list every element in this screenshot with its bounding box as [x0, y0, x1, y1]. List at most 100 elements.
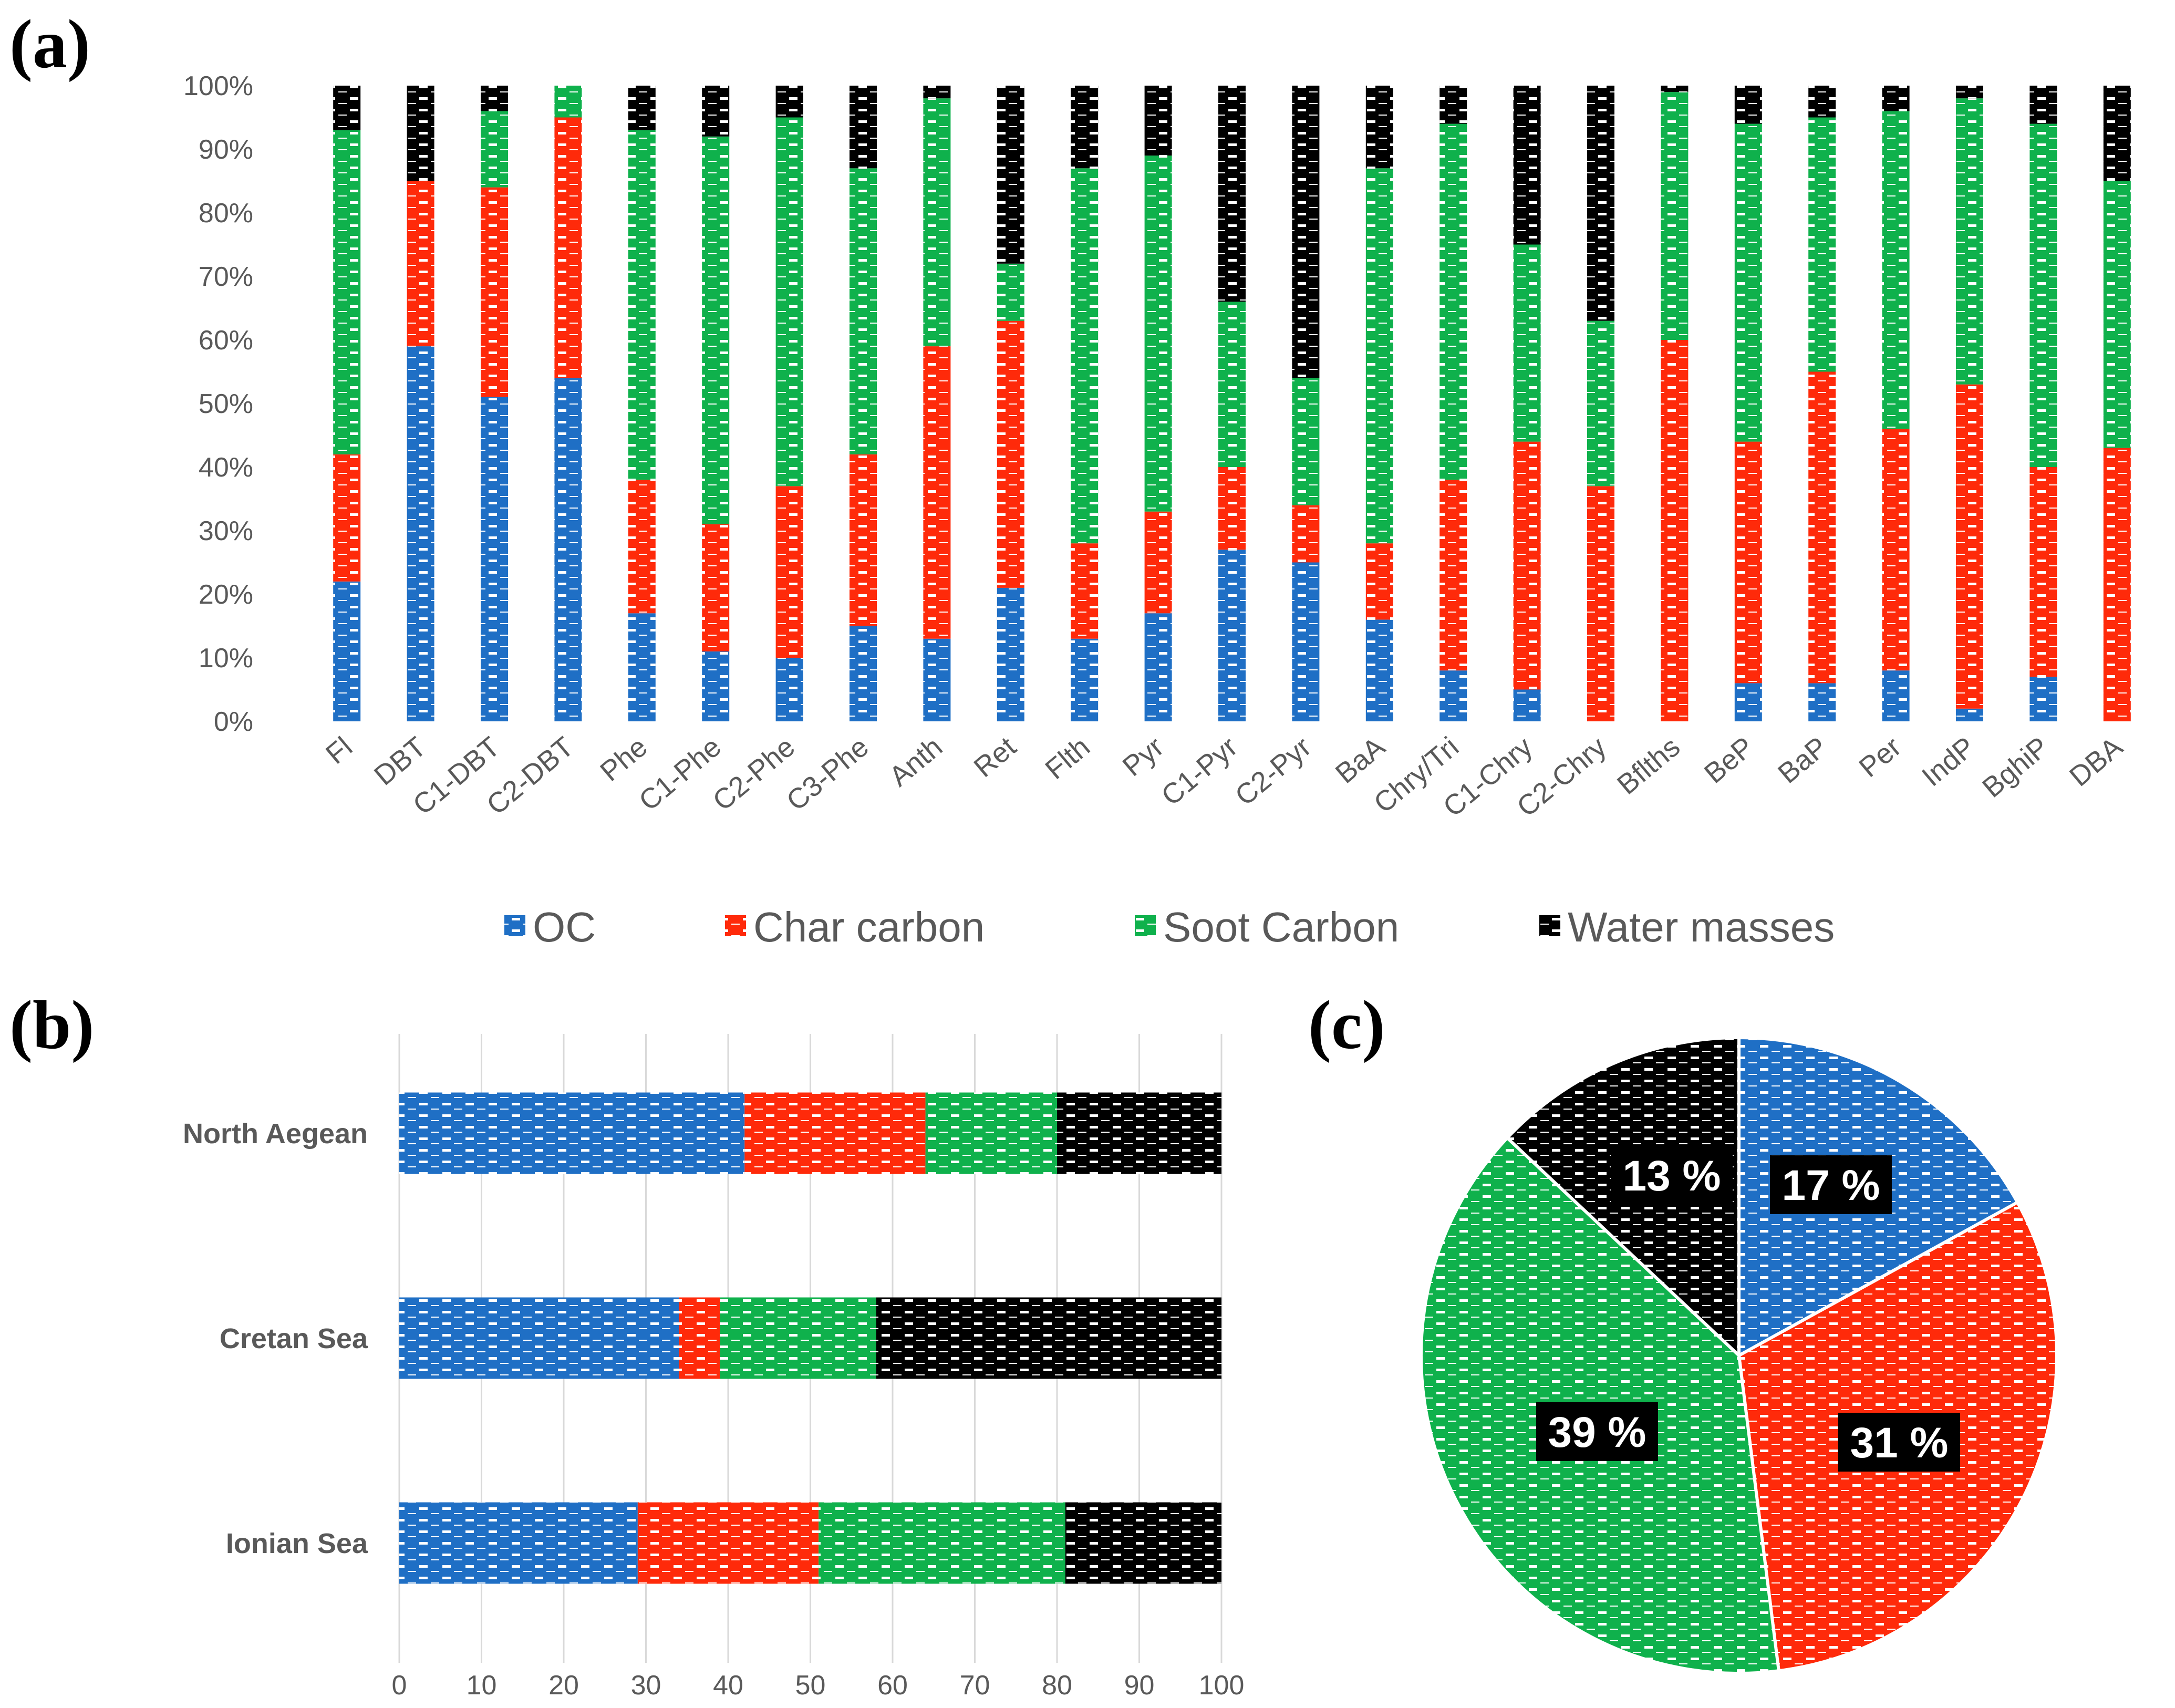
y-tick-label: 90% [199, 134, 253, 165]
stacked-column-chart: 0% 10% 20% 30% 40% 50% 60% 70% 80% 90% 100% Fl DBT C… [183, 71, 2131, 950]
bar-bflths-char-carbon [1661, 340, 1689, 721]
pie-slices [1420, 1036, 2059, 1675]
x-tick-label: 100 [1199, 1670, 1245, 1701]
x-category-label: Bflths [1611, 731, 1686, 801]
bar-baa-oc [1365, 619, 1393, 721]
region-label: North Aegean [183, 1118, 368, 1150]
bar-bap-oc [1808, 683, 1836, 721]
bar-c1-phe-char-carbon [702, 524, 730, 651]
x-tick-label: 60 [877, 1670, 908, 1701]
legend-swatch-char-carbon [725, 915, 746, 936]
bar-c2-pyr-oc [1292, 562, 1320, 721]
x-category-label: Pyr [1117, 731, 1170, 782]
bar-c1-chry-char-carbon [1513, 441, 1541, 690]
bar-bep-char-carbon [1734, 441, 1762, 684]
x-category-label: C3-Phe [781, 731, 875, 817]
x-category-label: BeP [1698, 731, 1760, 790]
bar-dba-soot-carbon [2103, 181, 2131, 448]
bar-c3-phe-char-carbon [850, 454, 877, 626]
bar-fl-oc [333, 581, 361, 721]
bar-c2-phe-water-masses [775, 86, 803, 118]
bar-c2-chry-char-carbon [1587, 486, 1614, 721]
bar-cretan-sea-char-carbon [679, 1297, 720, 1379]
x-category-label: BghiP [1976, 731, 2055, 804]
bar-bghip-oc [2029, 677, 2057, 721]
bar-ret-soot-carbon [997, 263, 1024, 321]
bar-indp-char-carbon [1956, 384, 1983, 709]
x-tick-label: 90 [1124, 1670, 1155, 1701]
bar-c1-pyr-water-masses [1218, 86, 1246, 302]
bar-c2-dbt-soot-carbon [554, 86, 582, 118]
bar-ret-char-carbon [997, 320, 1024, 588]
legend-label-oc: OC [533, 904, 596, 950]
bar-indp-soot-carbon [1956, 98, 1983, 385]
column-bars [333, 86, 2131, 721]
bar-chry-tri-soot-carbon [1439, 123, 1467, 480]
x-tick-label: 80 [1042, 1670, 1072, 1701]
x-category-label: Fl [320, 731, 358, 770]
legend-label-char-carbon: Char carbon [753, 904, 985, 950]
x-category-label: C2-Phe [707, 731, 801, 817]
bar-c2-phe-oc [775, 658, 803, 721]
bar-dba-water-masses [2103, 86, 2131, 181]
bar-c3-phe-oc [850, 626, 877, 721]
bar-indp-oc [1956, 708, 1983, 721]
bar-chry-tri-char-carbon [1439, 480, 1467, 671]
bar-chry-tri-oc [1439, 670, 1467, 721]
x-category-label: Flth [1039, 731, 1096, 785]
y-tick-label: 0% [214, 707, 253, 737]
bar-ionian-sea-char-carbon [637, 1502, 819, 1584]
bar-c2-chry-water-masses [1587, 86, 1614, 321]
bar-c2-phe-char-carbon [775, 486, 803, 658]
bar-c2-pyr-water-masses [1292, 86, 1320, 378]
pie-label-box [1770, 1155, 1892, 1214]
bar-c3-phe-water-masses [850, 86, 877, 169]
y-axis-ticks: 0% 10% 20% 30% 40% 50% 60% 70% 80% 90% 100% [183, 71, 253, 737]
x-category-label: Per [1853, 731, 1907, 783]
y-tick-label: 80% [199, 198, 253, 229]
x-tick-label: 70 [960, 1670, 990, 1701]
y-tick-label: 20% [199, 579, 253, 610]
bar-c1-phe-soot-carbon [702, 136, 730, 524]
x-tick-label: 10 [467, 1670, 497, 1701]
pie-label-char-carbon: 31 % [1850, 1419, 1949, 1467]
bar-phe-char-carbon [628, 480, 656, 614]
bar-ionian-sea-oc [399, 1502, 638, 1584]
bar-phe-soot-carbon [628, 130, 656, 480]
bar-flth-soot-carbon [1071, 168, 1099, 544]
bar-dba-char-carbon [2103, 448, 2131, 721]
bar-c2-dbt-char-carbon [554, 117, 582, 378]
pie-chart: 17 % 31 % 39 % 13 % [1420, 1036, 2059, 1675]
bar-bghip-water-masses [2029, 86, 2057, 124]
bar-ret-water-masses [997, 86, 1024, 264]
x-category-label: DBA [2064, 731, 2129, 792]
y-tick-label: 50% [199, 389, 253, 419]
region-label: Ionian Sea [226, 1528, 368, 1559]
region-bars [399, 1092, 1221, 1584]
x-category-label: DBT [368, 731, 432, 791]
bar-c2-pyr-soot-carbon [1292, 378, 1320, 505]
bar-c1-dbt-soot-carbon [481, 111, 508, 188]
bar-bap-water-masses [1808, 86, 1836, 118]
panel-a-label: (a) [9, 5, 90, 82]
bar-anth-water-masses [923, 86, 951, 99]
bar-per-char-carbon [1882, 429, 1910, 671]
y-tick-label: 30% [199, 516, 253, 546]
bar-indp-water-masses [1956, 86, 1983, 99]
bar-baa-char-carbon [1365, 543, 1393, 620]
bar-phe-water-masses [628, 86, 656, 130]
x-category-label: Phe [594, 731, 653, 788]
x-category-label: C2-Pyr [1229, 731, 1317, 812]
x-axis-ticks: 0 10 20 30 40 50 60 70 80 90 100 [392, 1670, 1245, 1701]
x-category-label: IndP [1916, 731, 1981, 792]
bar-bep-oc [1734, 683, 1762, 721]
bar-bap-soot-carbon [1808, 117, 1836, 372]
y-tick-label: 60% [199, 325, 253, 356]
bar-flth-oc [1071, 638, 1099, 721]
bar-bghip-soot-carbon [2029, 123, 2057, 468]
bar-ret-oc [997, 587, 1024, 721]
bar-ionian-sea-soot-carbon [819, 1502, 1065, 1584]
panel-c-label: (c) [1308, 986, 1385, 1063]
